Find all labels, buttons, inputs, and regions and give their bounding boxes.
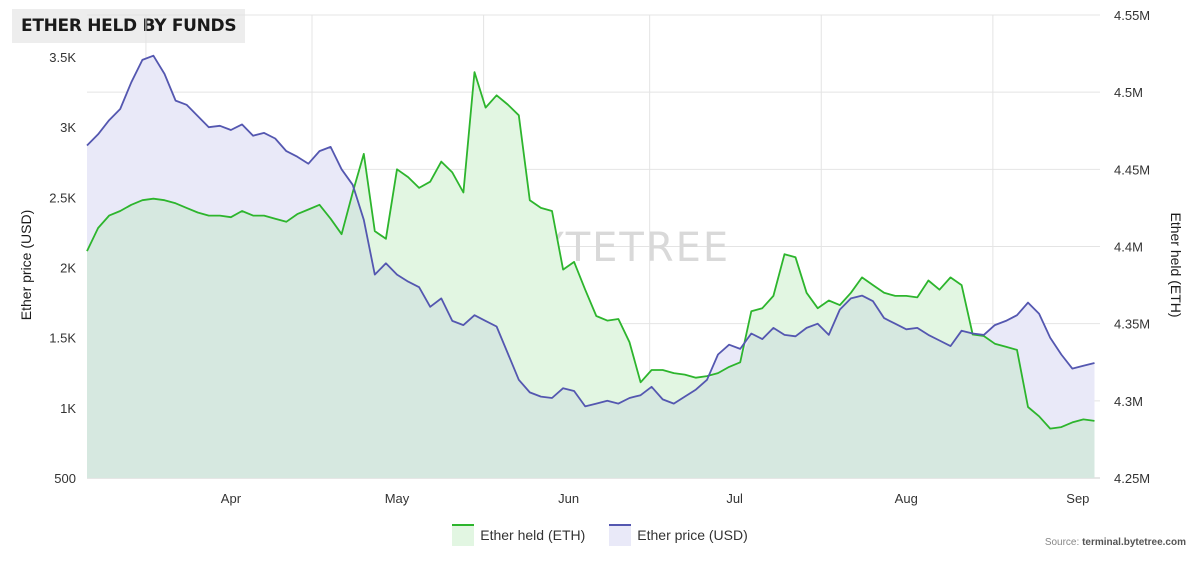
- y-left-tick-0: 500: [54, 471, 76, 486]
- chart-canvas: BYTETREE5001K1.5K2K2.5K3K3.5K4.25M4.3M4.…: [18, 8, 1184, 506]
- y-right-tick-3: 4.4M: [1114, 240, 1143, 255]
- legend-swatch-held: [452, 524, 475, 546]
- y-right-tick-6: 4.55M: [1114, 8, 1150, 23]
- area-overlap: [87, 192, 1095, 478]
- legend-item-price[interactable]: Ether price (USD): [609, 524, 748, 546]
- x-tick-4: Aug: [895, 491, 918, 506]
- y-left-tick-3: 2K: [60, 261, 76, 276]
- y-left-tick-6: 3.5K: [49, 50, 76, 65]
- legend-label-held: Ether held (ETH): [480, 527, 586, 543]
- series-line-price: [86, 54, 1095, 408]
- legend-label-price: Ether price (USD): [637, 527, 748, 543]
- x-tick-5: Sep: [1066, 491, 1089, 506]
- series-line-held: [86, 71, 1095, 430]
- legend: Ether held (ETH) Ether price (USD): [0, 524, 1200, 546]
- y-left-tick-5: 3K: [60, 120, 76, 135]
- source-prefix: Source:: [1044, 537, 1083, 548]
- x-tick-3: Jul: [726, 491, 743, 506]
- source-note: Source: terminal.bytetree.com: [1045, 537, 1186, 548]
- x-tick-2: Jun: [558, 491, 579, 506]
- legend-item-held[interactable]: Ether held (ETH): [452, 524, 585, 546]
- y-right-axis-title: Ether held (ETH): [1168, 212, 1184, 317]
- y-left-axis-title: Ether price (USD): [18, 210, 34, 320]
- y-right-tick-1: 4.3M: [1114, 394, 1143, 409]
- x-tick-0: Apr: [221, 491, 242, 506]
- chart-title: ETHER HELD BY FUNDS: [21, 16, 237, 36]
- legend-swatch-price: [609, 524, 632, 546]
- y-left-tick-1: 1K: [60, 401, 76, 416]
- y-right-tick-2: 4.35M: [1114, 317, 1150, 332]
- y-right-tick-0: 4.25M: [1114, 471, 1150, 486]
- y-right-tick-4: 4.45M: [1114, 162, 1150, 177]
- y-left-tick-2: 1.5K: [49, 331, 76, 346]
- x-tick-1: May: [385, 491, 410, 506]
- y-right-tick-5: 4.5M: [1114, 85, 1143, 100]
- source-link[interactable]: terminal.bytetree.com: [1082, 537, 1186, 548]
- y-left-tick-4: 2.5K: [49, 190, 76, 205]
